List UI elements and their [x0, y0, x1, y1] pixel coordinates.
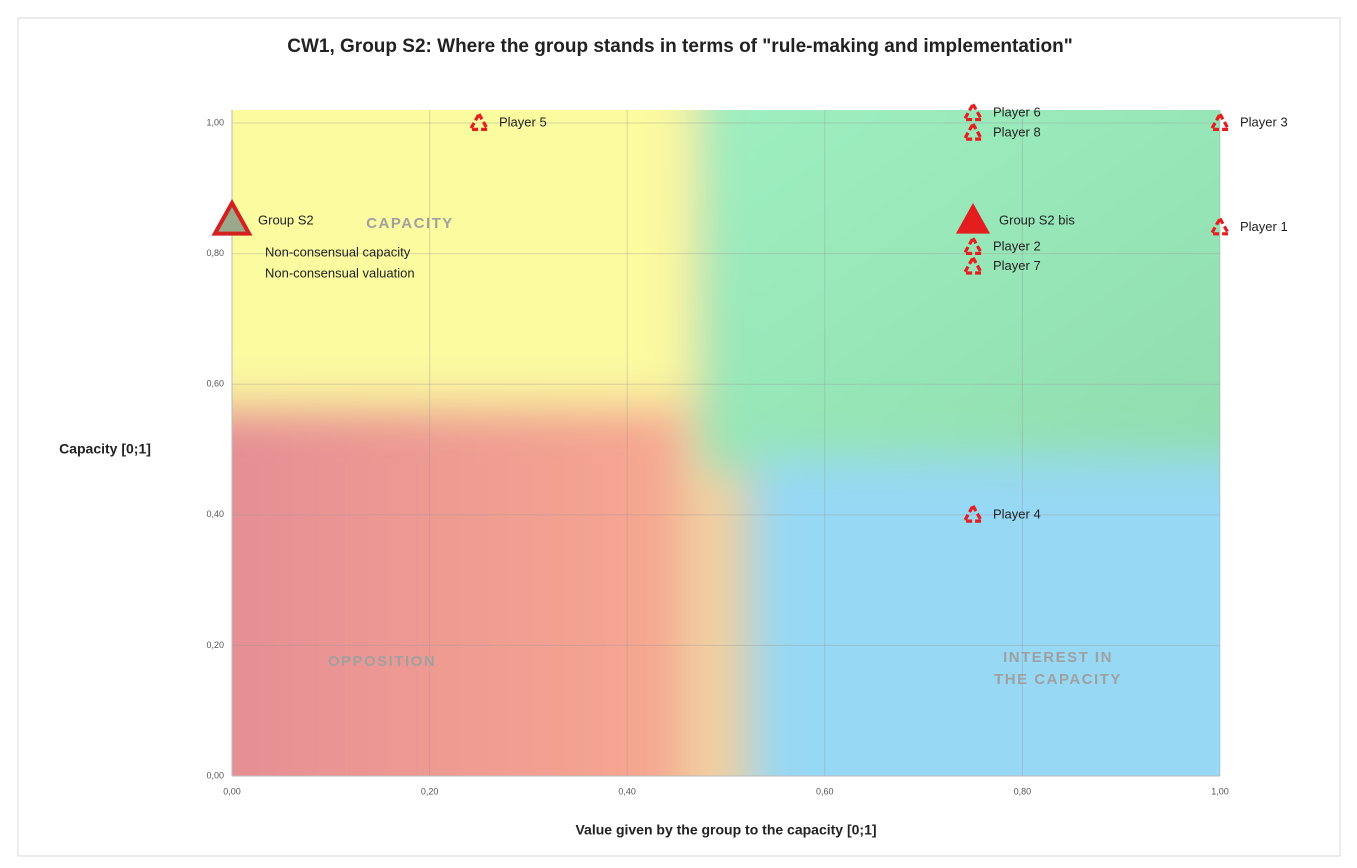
x-tick-label: 0,80	[1014, 786, 1032, 796]
point-label: Player 7	[993, 258, 1041, 273]
plot-background	[232, 110, 1220, 776]
point-label: Group S2	[258, 212, 314, 227]
y-tick-label: 0,40	[206, 509, 224, 519]
point-label: Player 2	[993, 239, 1041, 254]
y-tick-label: 0,20	[206, 640, 224, 650]
point-label: Player 6	[993, 105, 1041, 120]
annotation: Non-consensual valuation	[265, 265, 415, 280]
x-tick-label: 1,00	[1211, 786, 1229, 796]
point-marker	[955, 203, 991, 234]
quadrant-label: OPPOSITION	[328, 653, 436, 670]
annotation: Non-consensual capacity	[265, 244, 411, 259]
point-label: Player 4	[993, 506, 1041, 521]
x-tick-label: 0,40	[618, 786, 636, 796]
x-tick-label: 0,20	[421, 786, 439, 796]
y-tick-label: 0,80	[206, 248, 224, 258]
y-tick-label: 1,00	[206, 117, 224, 127]
y-tick-label: 0,00	[206, 770, 224, 780]
quadrant-label: THE CAPACITY	[994, 671, 1122, 688]
chart-title: CW1, Group S2: Where the group stands in…	[287, 36, 1073, 57]
point-label: Player 3	[1240, 114, 1288, 129]
x-tick-label: 0,00	[223, 786, 241, 796]
quadrant-label: CAPACITY	[366, 215, 454, 232]
y-axis-title: Capacity [0;1]	[59, 441, 151, 457]
point-label: Player 8	[993, 124, 1041, 139]
point-label: Player 1	[1240, 219, 1288, 234]
y-tick-label: 0,60	[206, 379, 224, 389]
point-marker	[211, 198, 253, 236]
quadrant-label: INTEREST IN	[1003, 649, 1113, 666]
point-label: Player 5	[499, 114, 547, 129]
x-axis-title: Value given by the group to the capacity…	[575, 822, 876, 838]
point-label: Group S2 bis	[999, 212, 1075, 227]
x-tick-label: 0,60	[816, 786, 834, 796]
